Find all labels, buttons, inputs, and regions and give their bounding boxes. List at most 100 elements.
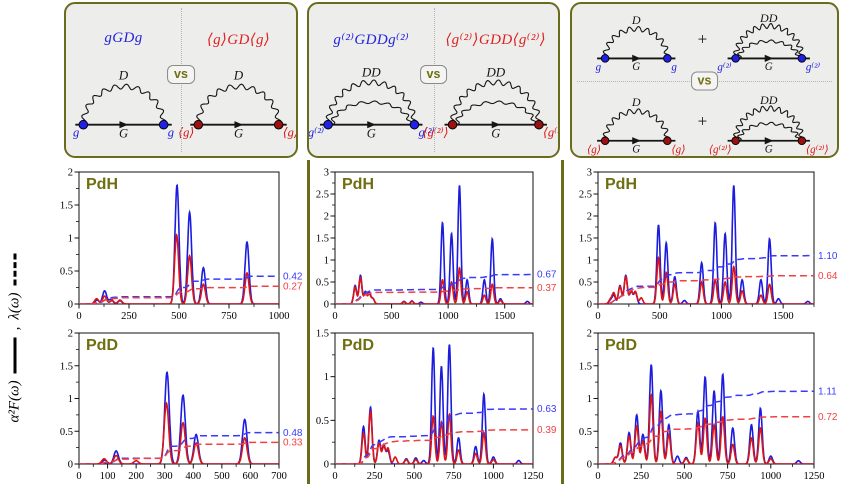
lambda-curve-red: [79, 441, 279, 464]
y-tick-label: 0: [324, 300, 329, 311]
x-tick-label: 1250: [523, 471, 544, 482]
alpha2F-curve-red: [335, 266, 533, 304]
column-separator: [307, 160, 310, 484]
x-tick-label: 1000: [269, 311, 290, 322]
lambda-value-red: 0.39: [537, 425, 557, 436]
vertex-dot-right: [158, 119, 169, 130]
x-tick-label: 750: [446, 471, 462, 482]
x-tick-label: 400: [185, 471, 201, 482]
x-tick-label: 0: [332, 471, 337, 482]
ylabel-lambda: λ(ω): [6, 292, 23, 320]
y-tick-label: 0.5: [60, 427, 73, 438]
y-axis-label: α²F(ω) , λ(ω): [6, 253, 24, 422]
plot-title: PdH: [605, 176, 637, 193]
arc-label: DD: [759, 11, 778, 25]
y-tick-label: 0: [587, 300, 592, 311]
x-tick-label: 1500: [494, 311, 515, 322]
arrow-icon: [764, 54, 774, 63]
lambda-value-blue: 0.48: [283, 428, 303, 439]
phonon-DD-outer-arc: [325, 79, 418, 126]
y-tick-label: 0: [324, 460, 329, 471]
x-tick-label: 500: [652, 311, 668, 322]
x-tick-label: 750: [221, 311, 237, 322]
x-tick-label: 250: [633, 471, 649, 482]
G-label: G: [765, 143, 773, 155]
x-tick-label: 0: [595, 311, 600, 322]
y-tick-label: 1.5: [579, 234, 592, 245]
x-tick-label: 1000: [711, 311, 732, 322]
vertex-label-right: g⁽²⁾: [418, 126, 434, 140]
x-tick-label: 250: [121, 311, 137, 322]
vertex-label-left: g⁽²⁾: [309, 126, 324, 140]
alpha2F-curve-red: [598, 255, 814, 304]
lambda-curve-blue: [335, 273, 533, 304]
lambda-value-blue: 1.11: [818, 386, 837, 397]
x-tick-label: 250: [367, 471, 383, 482]
x-tick-label: 0: [76, 311, 81, 322]
lambda-value-blue: 0.42: [283, 271, 303, 282]
y-tick-label: 1: [68, 234, 73, 245]
diagram-canvas-sum: G Dg g G DD g⁽²⁾ g⁽²⁾ + G D ⟨g⟩ ⟨g⟩ G DD ⟨g⁽²⁾⟩ ⟨g⁽²⁾⟩ +: [587, 11, 829, 156]
y-tick-label: 2: [68, 168, 73, 179]
x-tick-label: 200: [128, 471, 144, 482]
plot-title: PdD: [342, 337, 374, 354]
lambda-value-blue: 1.10: [818, 251, 838, 262]
vertex-dot-right: [797, 54, 807, 63]
arrow-icon: [367, 121, 376, 129]
alpha2F-curve-blue: [598, 185, 814, 304]
formula-avg-g2GDD: ⟨g⁽²⁾⟩GDD⟨g⁽²⁾⟩: [445, 32, 547, 48]
lambda-curve-red: [79, 285, 279, 304]
y-tick-label: 3: [587, 168, 592, 179]
plot-pdh-g: 0 250 500 750 1000 0 0.5 1 1.5 2 PdH 0.420.27: [60, 168, 303, 323]
G-label: G: [765, 61, 773, 73]
lambda-curve-red: [335, 286, 533, 304]
y-tick-label: 0.5: [60, 267, 73, 278]
vertex-label-right: g: [168, 126, 174, 140]
formula-avg-gGDg: ⟨g⟩GD⟨g⟩: [206, 32, 271, 48]
dashed-line-key: [13, 253, 17, 286]
vertex-label-right: g⁽²⁾: [806, 61, 821, 73]
y-tick-label: 1: [587, 394, 592, 405]
arc-label: D: [233, 67, 244, 82]
vertex-dot-left: [78, 119, 89, 130]
phonon-DD-inner-arc: [330, 100, 413, 126]
phonon-D-arc: [602, 108, 671, 142]
G-label: G: [367, 127, 376, 141]
G-label: G: [632, 61, 640, 73]
vertex-dot-left: [193, 119, 204, 130]
alpha2F-curve-red: [79, 233, 279, 304]
y-tick-label: 1: [324, 256, 329, 267]
plus-sign: +: [698, 112, 708, 131]
diagram-panel-second-order: G DD g⁽²⁾ g⁽²⁾ G DD ⟨g⁽²⁾⟩ ⟨g⁽²⁾⟩ g⁽²⁾GDDg⁽²⁾ ⟨…: [307, 2, 560, 158]
diagram-panel-first-order: G Dg g G D ⟨g⟩ ⟨g⟩ gGDg ⟨g⟩GD⟨g⟩ vs: [64, 2, 298, 158]
vs-badge: vs: [167, 65, 195, 84]
vertex-label-left: g: [596, 61, 602, 73]
vertex-label-right: ⟨g⁽²⁾⟩: [806, 144, 829, 156]
arc-label: DD: [485, 64, 505, 79]
y-tick-label: 3: [324, 168, 329, 179]
diagram-canvas-second-order: G DD g⁽²⁾ g⁽²⁾ G DD ⟨g⁽²⁾⟩ ⟨g⁽²⁾⟩: [309, 64, 558, 141]
x-tick-label: 500: [677, 471, 693, 482]
x-tick-label: 500: [171, 311, 187, 322]
vertex-dot-left: [323, 119, 333, 130]
vertex-label-left: g⁽²⁾: [717, 61, 732, 73]
vertex-label-left: ⟨g⁽²⁾⟩: [423, 126, 449, 140]
vertex-dot-right: [663, 54, 672, 63]
vertex-dot-left: [600, 54, 610, 63]
G-label: G: [632, 143, 640, 155]
vertex-label-right: ⟨g⟩: [283, 126, 296, 140]
arrow-icon: [632, 137, 641, 145]
plus-sign: +: [698, 29, 708, 48]
y-tick-label: 1.5: [579, 361, 592, 372]
vertex-dot-left: [731, 136, 740, 145]
lambda-value-blue: 0.63: [537, 404, 557, 415]
x-tick-label: 600: [243, 471, 259, 482]
x-tick-label: 100: [100, 471, 116, 482]
y-tick-label: 1.5: [316, 234, 329, 245]
x-tick-label: 700: [271, 471, 287, 482]
plot-pdh-g2: 0 500 1000 1500 0 0.5 1 1.5 2 2.5 3 PdH 0.67 0.37: [316, 168, 557, 323]
vertex-dot-left: [447, 119, 458, 130]
G-label: G: [491, 127, 500, 141]
y-tick-label: 0.5: [316, 416, 329, 427]
